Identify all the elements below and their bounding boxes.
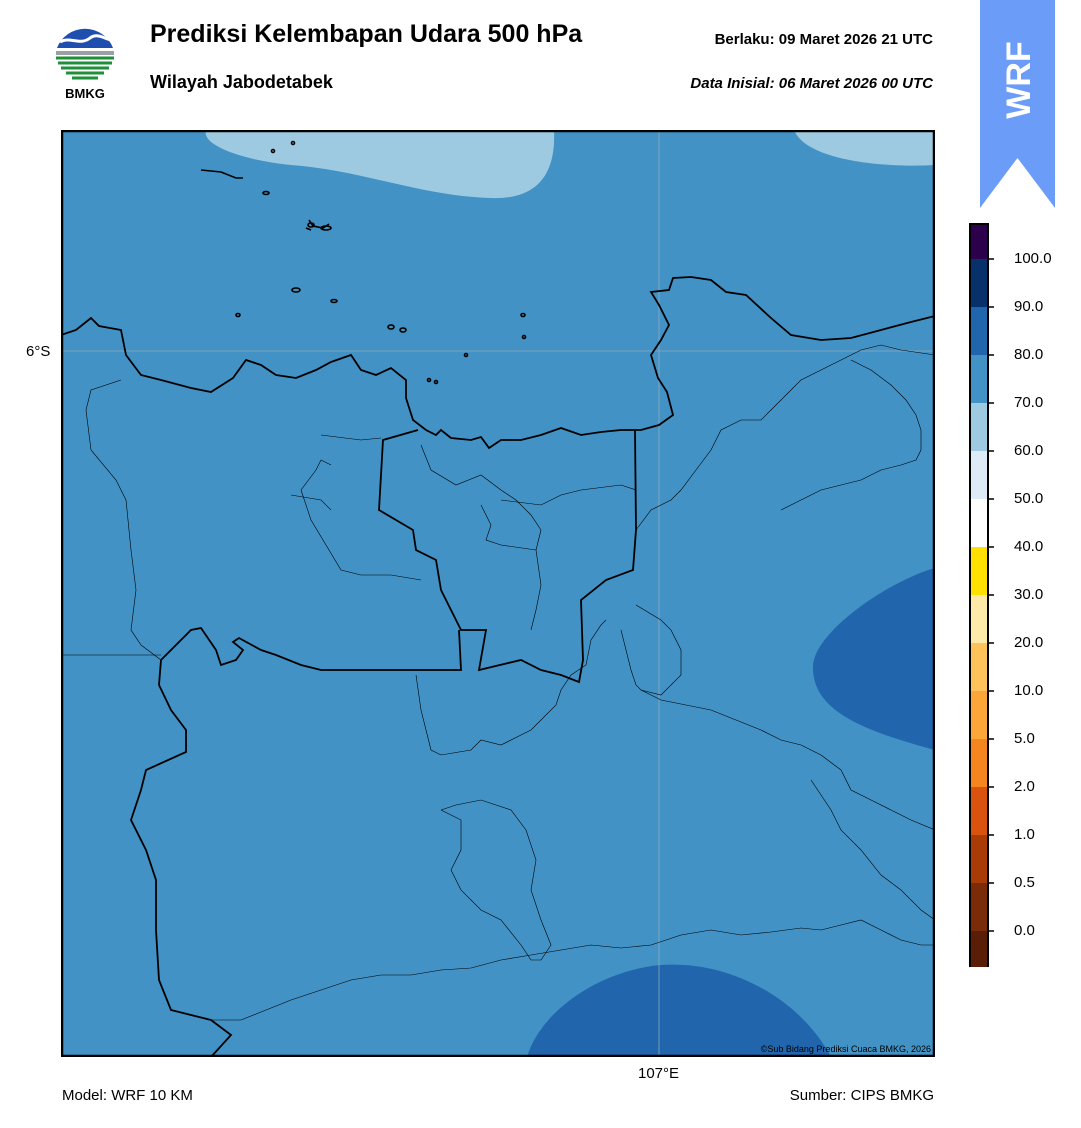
colorbar-segment	[970, 259, 988, 307]
source-label: Sumber: CIPS BMKG	[789, 1087, 934, 1104]
wrf-ribbon-text: WRF	[1000, 41, 1038, 118]
humidity-colorbar	[969, 223, 994, 967]
coastline	[61, 276, 935, 450]
model-label: Model: WRF 10 KM	[62, 1087, 193, 1104]
wrf-ribbon: WRF	[980, 0, 1055, 208]
bmkg-logo-icon	[55, 24, 115, 84]
colorbar-tick-label: 0.5	[1014, 874, 1035, 891]
humidity-region-60-70-northeast	[794, 130, 935, 166]
colorbar-segment	[970, 403, 988, 451]
colorbar-segment	[970, 224, 988, 259]
colorbar-tick-label: 70.0	[1014, 394, 1044, 411]
colorbar-tick-label: 0.0	[1014, 922, 1035, 939]
valid-time: Berlaku: 09 Maret 2026 21 UTC	[714, 31, 933, 48]
humidity-region-80-90-east	[812, 568, 935, 750]
map-credit: ©Sub Bidang Prediksi Cuaca BMKG, 2026	[761, 1044, 931, 1054]
colorbar-segment	[970, 499, 988, 547]
province-border	[378, 429, 637, 684]
humidity-region-80-90-south	[527, 964, 831, 1057]
longitude-tick-label: 107°E	[638, 1065, 680, 1082]
colorbar-segment	[970, 883, 988, 931]
colorbar-tick-label: 60.0	[1014, 442, 1044, 459]
colorbar-segment	[970, 787, 988, 835]
colorbar-tick-label: 100.0	[1014, 250, 1052, 267]
latitude-tick-label: 6°S	[26, 343, 51, 360]
colorbar-tick-label: 80.0	[1014, 346, 1044, 363]
colorbar-segment	[970, 451, 988, 499]
initial-time: Data Inisial: 06 Maret 2026 00 UTC	[690, 75, 933, 92]
colorbar-segment	[970, 739, 988, 787]
colorbar-tick-label: 1.0	[1014, 826, 1035, 843]
colorbar-segment	[970, 643, 988, 691]
colorbar-tick-label: 10.0	[1014, 682, 1044, 699]
humidity-region-60-70-north	[205, 130, 555, 199]
bmkg-logo-text: BMKG	[65, 86, 105, 101]
colorbar-tick-label: 2.0	[1014, 778, 1035, 795]
regency-borders	[61, 344, 935, 1021]
colorbar-tick-label: 50.0	[1014, 490, 1044, 507]
colorbar-segment	[970, 835, 988, 883]
map-subtitle: Wilayah Jabodetabek	[150, 72, 333, 92]
colorbar-tick-label: 90.0	[1014, 298, 1044, 315]
map-frame	[61, 130, 935, 1057]
colorbar-tick-label: 40.0	[1014, 538, 1044, 555]
humidity-field-70-80	[61, 130, 935, 1057]
colorbar-segment	[970, 355, 988, 403]
colorbar-segment	[970, 595, 988, 643]
colorbar-tick-label: 30.0	[1014, 586, 1044, 603]
colorbar-segment	[970, 547, 988, 595]
colorbar-segment	[970, 691, 988, 739]
colorbar-segment	[970, 931, 988, 967]
humidity-map: ©Sub Bidang Prediksi Cuaca BMKG, 2026	[61, 130, 935, 1057]
thousand-islands	[200, 140, 527, 385]
province-border-south	[130, 627, 462, 1057]
colorbar-segment	[970, 307, 988, 355]
colorbar-tick-label: 20.0	[1014, 634, 1044, 651]
map-title: Prediksi Kelembapan Udara 500 hPa	[150, 20, 583, 48]
colorbar-tick-label: 5.0	[1014, 730, 1035, 747]
